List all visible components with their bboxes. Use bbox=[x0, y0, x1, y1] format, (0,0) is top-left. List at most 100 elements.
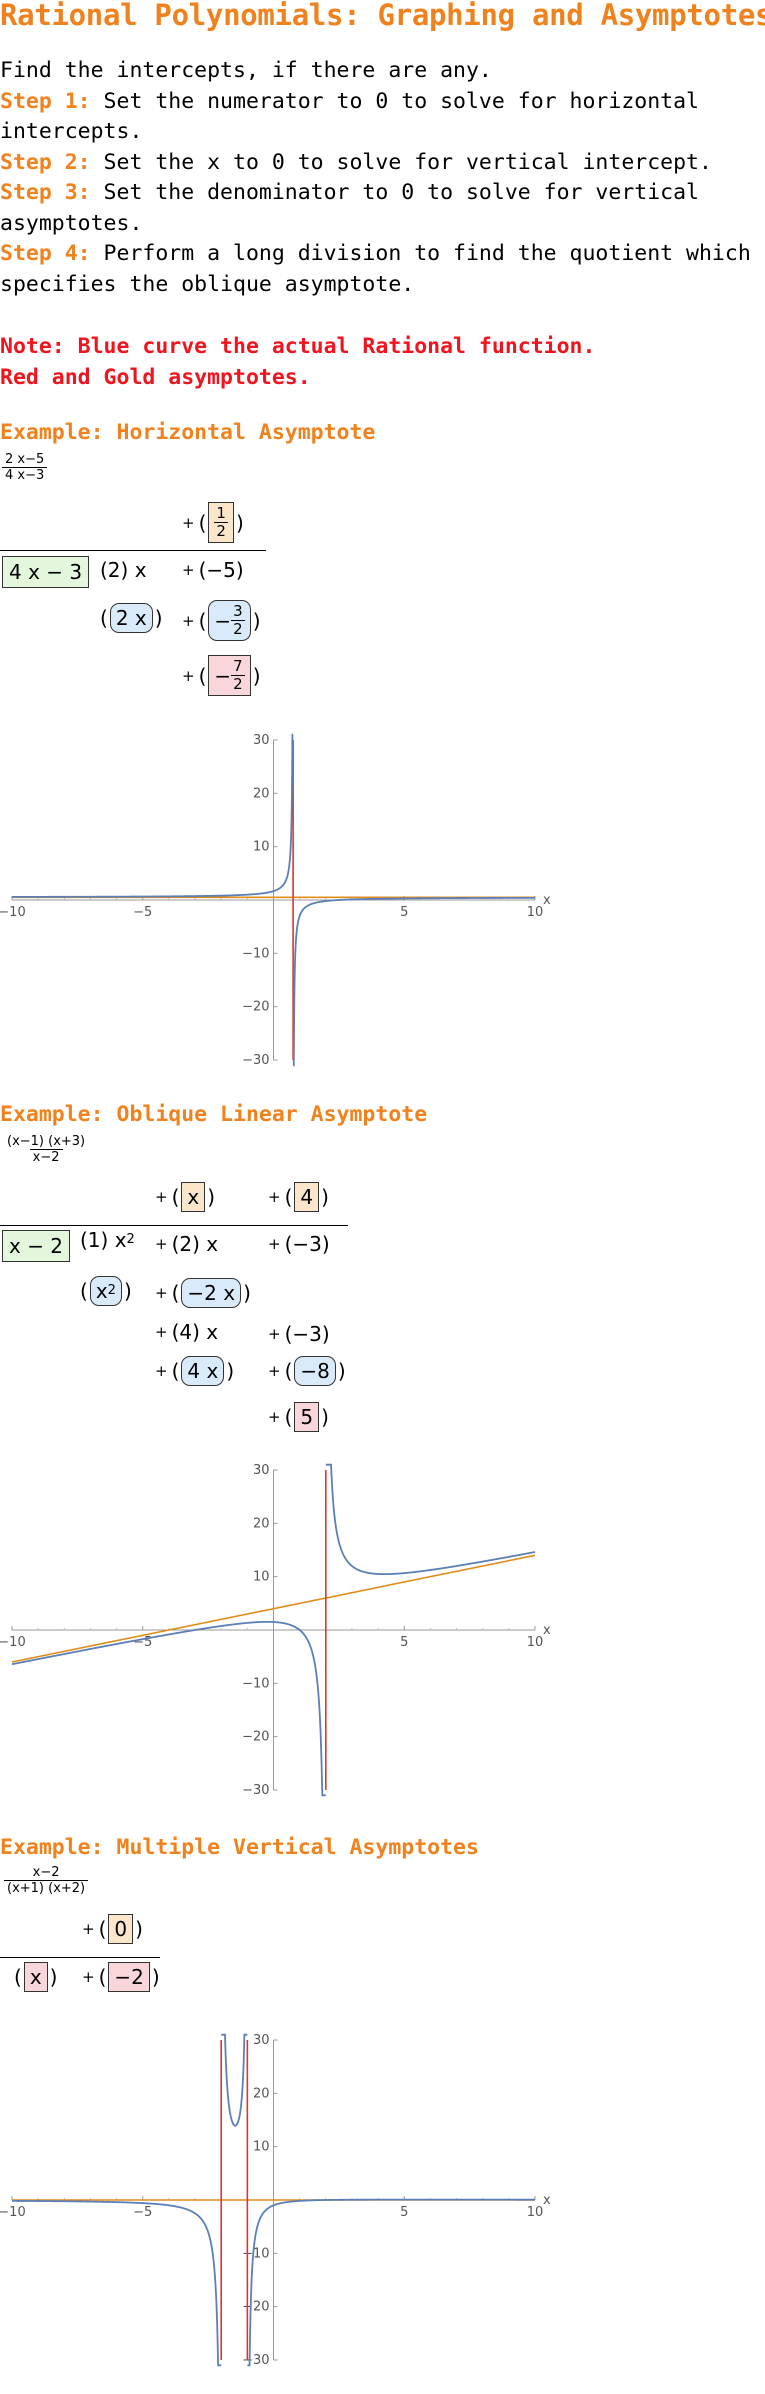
function-fraction: 2 x−5 4 x−3 bbox=[2, 452, 48, 483]
divisor-box: x bbox=[23, 1962, 48, 1992]
function-curve bbox=[292, 896, 535, 1067]
step-3: Step 3: Set the denominator to 0 to solv… bbox=[0, 178, 765, 239]
subtract-box: −2 x bbox=[181, 1278, 242, 1308]
row-linear: (4) x bbox=[171, 1320, 219, 1344]
dividend-term: + (2) x bbox=[155, 1232, 219, 1256]
function-fraction: (x−1) (x+3) x−2 bbox=[4, 1134, 88, 1165]
denominator: x−2 bbox=[29, 1149, 63, 1165]
step-text: Perform a long division to find the quot… bbox=[0, 241, 751, 297]
dividend-coef: (1) x bbox=[80, 1228, 127, 1252]
denominator: (x+1) (x+2) bbox=[4, 1880, 89, 1896]
division-bar bbox=[0, 1225, 348, 1226]
row-term: + (4) x bbox=[155, 1320, 219, 1344]
dividend-constant: (−3) bbox=[284, 1232, 330, 1256]
subtract-term: +(−2 x) bbox=[155, 1278, 251, 1308]
division-bar bbox=[0, 550, 266, 551]
function-curve bbox=[12, 2199, 222, 2367]
y-tick-label: 10 bbox=[253, 2140, 270, 2155]
quotient-num: 1 bbox=[216, 504, 226, 522]
divisor: 4 x − 3 bbox=[0, 556, 91, 588]
row-term: + (−3) bbox=[268, 1322, 330, 1346]
subtract-power: 2 bbox=[107, 1283, 116, 1298]
y-tick-label: 20 bbox=[253, 786, 270, 801]
note-line-1: Note: Blue curve the actual Rational fun… bbox=[0, 334, 596, 359]
y-tick-label: −10 bbox=[242, 946, 269, 961]
remainder-den: 2 bbox=[231, 675, 245, 693]
divisor-box: −2 bbox=[108, 1962, 150, 1992]
divisor-box: x − 2 bbox=[2, 1230, 71, 1262]
step-label: Step 1: bbox=[0, 88, 91, 114]
step-label: Step 2: bbox=[0, 149, 91, 175]
x-axis-label: x bbox=[543, 2193, 551, 2208]
function-curve bbox=[325, 1463, 536, 1576]
subtract-num: 3 bbox=[233, 602, 243, 620]
instructions: Find the intercepts, if there are any. S… bbox=[0, 56, 765, 300]
quotient-term: +(4) bbox=[268, 1182, 329, 1212]
subtract-term: +(−8) bbox=[268, 1356, 346, 1386]
denominator: 4 x−3 bbox=[2, 467, 48, 483]
y-tick-label: −10 bbox=[242, 2246, 269, 2261]
page-title: Rational Polynomials: Graphing and Asymp… bbox=[0, 0, 765, 32]
function-curve bbox=[12, 733, 294, 898]
subtract-var: x bbox=[95, 1279, 108, 1303]
function-curve bbox=[11, 1620, 326, 1797]
note-line-2: Red and Gold asymptotes. bbox=[0, 364, 311, 390]
quotient-den: 2 bbox=[214, 522, 228, 540]
quotient-term: +(x) bbox=[155, 1182, 215, 1212]
example-title: Example: Multiple Vertical Asymptotes bbox=[0, 1835, 479, 1860]
subtract-term: +( −3 2 ) bbox=[182, 600, 261, 641]
step-text: Set the denominator to 0 to solve for ve… bbox=[0, 180, 699, 236]
function-curve bbox=[221, 2033, 248, 2127]
dividend-term: + (−3) bbox=[268, 1232, 330, 1256]
dividend-linear: (2) x bbox=[171, 1232, 219, 1256]
x-tick-label: 10 bbox=[527, 1635, 544, 1650]
x-tick-label: −5 bbox=[133, 905, 152, 920]
step-2: Step 2: Set the x to 0 to solve for vert… bbox=[0, 148, 765, 179]
step-4: Step 4: Perform a long division to find … bbox=[0, 239, 765, 300]
dividend-term: (2) x bbox=[100, 558, 147, 582]
quotient-box: 0 bbox=[108, 1914, 134, 1944]
subtract-term: (x 2) bbox=[80, 1276, 132, 1306]
x-tick-label: 5 bbox=[400, 2205, 408, 2220]
subtract-box: 2 x bbox=[109, 603, 153, 633]
numerator: x−2 bbox=[32, 1865, 60, 1880]
dividend-power: 2 bbox=[126, 1232, 135, 1247]
subtract-box: −3 2 bbox=[208, 600, 251, 641]
subtract-box: 4 x bbox=[181, 1356, 225, 1386]
step-1: Step 1: Set the numerator to 0 to solve … bbox=[0, 87, 765, 148]
x-tick-label: 5 bbox=[400, 1635, 408, 1650]
y-tick-label: −20 bbox=[242, 1000, 269, 1015]
remainder-num: 7 bbox=[233, 657, 243, 675]
y-tick-label: 30 bbox=[253, 733, 270, 748]
note: Note: Blue curve the actual Rational fun… bbox=[0, 332, 595, 393]
step-label: Step 3: bbox=[0, 180, 91, 205]
numerator: 2 x−5 bbox=[5, 452, 45, 467]
numerator: (x−1) (x+3) bbox=[7, 1134, 86, 1149]
intro-text: Find the intercepts, if there are any. bbox=[0, 58, 492, 83]
subtract-box: −8 bbox=[294, 1356, 336, 1386]
remainder-term: +( −7 2 ) bbox=[182, 655, 261, 696]
quotient-box: x bbox=[181, 1182, 206, 1212]
y-tick-label: −30 bbox=[242, 1053, 269, 1068]
row-constant: (−3) bbox=[284, 1322, 330, 1346]
quotient-box: 4 bbox=[294, 1182, 320, 1212]
y-tick-label: 20 bbox=[253, 1516, 270, 1531]
y-tick-label: 30 bbox=[253, 1463, 270, 1478]
y-tick-label: −20 bbox=[242, 1730, 269, 1745]
example-title: Example: Oblique Linear Asymptote bbox=[0, 1102, 428, 1127]
x-tick-label: −10 bbox=[0, 2205, 26, 2220]
oblique-asymptote bbox=[11, 1554, 536, 1663]
y-tick-label: 30 bbox=[253, 2033, 270, 2048]
divisor: x − 2 bbox=[0, 1230, 72, 1262]
divisor-box: 4 x − 3 bbox=[2, 556, 90, 588]
subtract-term: +(4 x) bbox=[155, 1356, 234, 1386]
y-tick-label: 20 bbox=[253, 2086, 270, 2101]
step-text: Set the x to 0 to solve for vertical int… bbox=[90, 149, 712, 175]
function-fraction: x−2 (x+1) (x+2) bbox=[4, 1865, 89, 1896]
x-tick-label: −10 bbox=[0, 905, 26, 920]
